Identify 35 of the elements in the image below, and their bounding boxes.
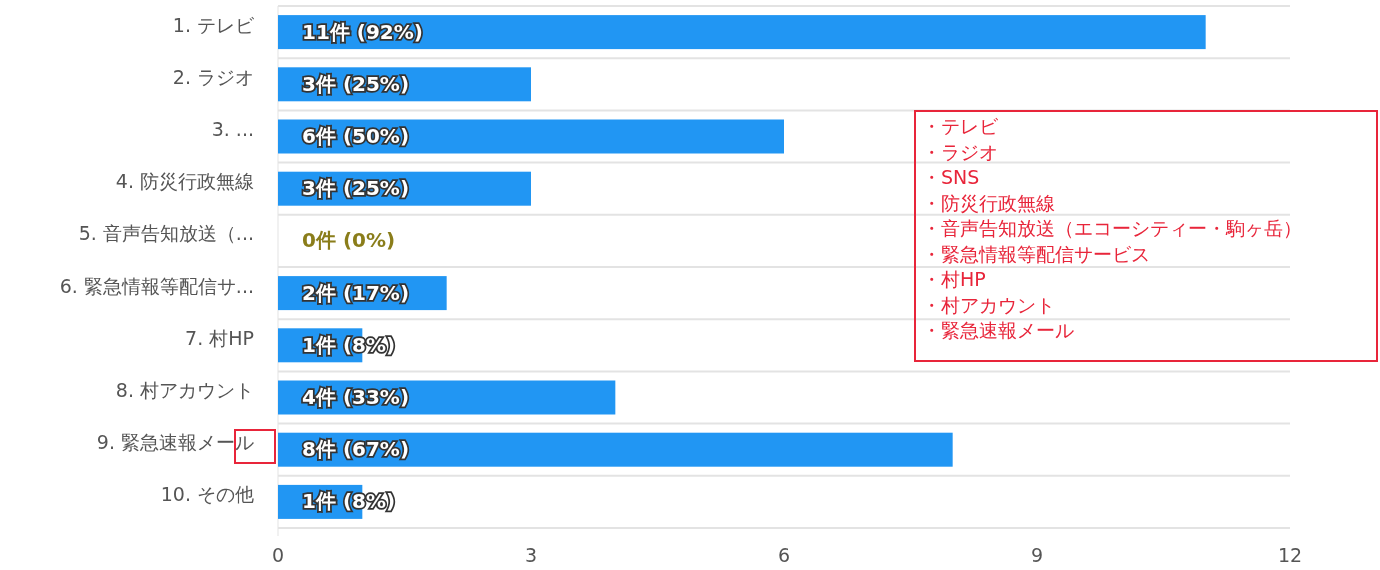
data-label: 4件 (33%) (302, 385, 410, 409)
data-label: 6件 (50%) (302, 124, 410, 148)
data-label: 3件 (25%) (302, 176, 410, 201)
data-label: 0件 (0%) (302, 228, 396, 253)
annotation: ・テレビ (922, 115, 999, 137)
x-tick-label: 12 (1277, 544, 1303, 566)
annotation: ・防災行政無線 (922, 191, 1055, 214)
x-tick-label: 3 (524, 544, 538, 566)
bar (278, 15, 1206, 50)
y-tick-label: 8. 村アカウント (115, 379, 254, 401)
x-tick-label: 6 (777, 544, 791, 566)
data-label: 8件 (67%) (302, 437, 410, 462)
y-tick-label: 4. 防災行政無線 (115, 170, 254, 193)
annotation: ・村アカウント (922, 293, 1055, 316)
y-tick-label: 10. その他 (160, 483, 254, 506)
data-label: 3件 (25%) (302, 71, 410, 96)
x-tick-label: 0 (271, 544, 285, 566)
annotation: ・緊急速報メール (922, 319, 1074, 341)
annotation: ・緊急情報等配信サービス (922, 242, 1150, 265)
bar (278, 119, 784, 154)
annotation: ・SNS (922, 166, 980, 188)
y-tick-label: 3. ... (211, 118, 254, 140)
bar (278, 432, 953, 467)
annotation: ・ラジオ (922, 140, 998, 163)
y-tick-label: 9. 緊急速報メール (96, 431, 254, 454)
y-tick-label: 1. テレビ (172, 13, 255, 36)
y-tick-label: 5. 音声告知放送（... (78, 222, 254, 245)
annotation: ・音声告知放送（エコーシティー・駒ヶ岳） (922, 217, 1302, 239)
data-label: 2件 (17%) (302, 280, 410, 305)
x-tick-label: 9 (1030, 544, 1044, 566)
annotation: ・村HP (922, 268, 986, 290)
data-label: 11件 (92%) (302, 19, 423, 44)
y-tick-label: 2. ラジオ (172, 65, 254, 88)
y-tick-label: 7. 村HP (185, 326, 254, 349)
y-tick-label: 6. 緊急情報等配信サ... (59, 274, 254, 297)
